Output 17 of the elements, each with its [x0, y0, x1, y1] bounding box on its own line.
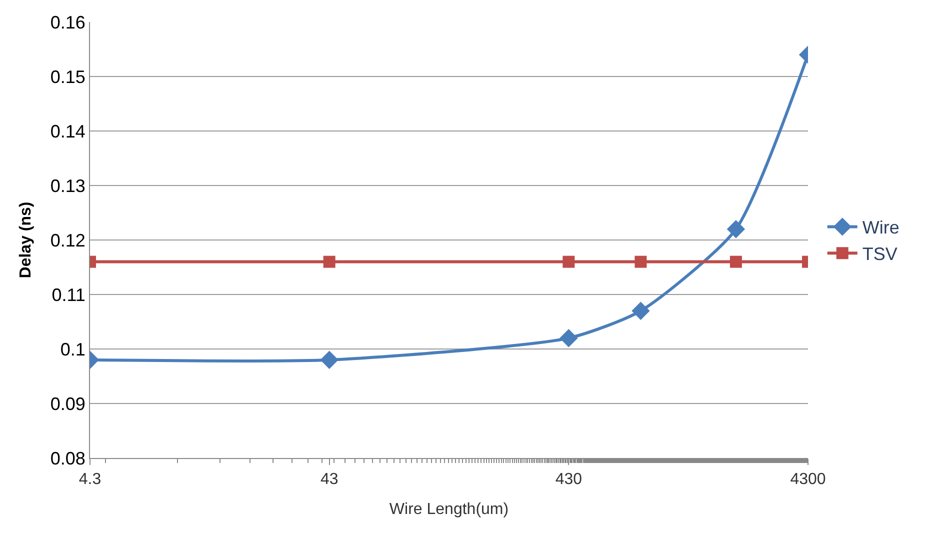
- y-tick-label: 0.12: [50, 230, 86, 250]
- y-tick-label: 0.08: [50, 448, 86, 468]
- y-tick-label: 0.09: [50, 394, 86, 414]
- x-tick-label: 43: [320, 471, 338, 488]
- y-tick-label: 0.15: [50, 66, 86, 87]
- x-tick-label: 4300: [790, 471, 826, 488]
- legend-label: TSV: [862, 244, 898, 264]
- y-tick-label: 0.13: [50, 176, 86, 196]
- y-tick-label: 0.1: [60, 339, 86, 360]
- y-tick-label: 0.14: [50, 121, 86, 142]
- x-axis-title: Wire Length(um): [389, 500, 509, 518]
- legend-label: Wire: [862, 218, 900, 238]
- x-tick-label: 430: [555, 471, 582, 488]
- x-tick-label: 4.3: [78, 471, 102, 488]
- y-tick-label: 0.11: [52, 284, 86, 305]
- y-axis-title: Delay (ns): [17, 202, 34, 278]
- y-tick-label: 0.16: [50, 12, 86, 32]
